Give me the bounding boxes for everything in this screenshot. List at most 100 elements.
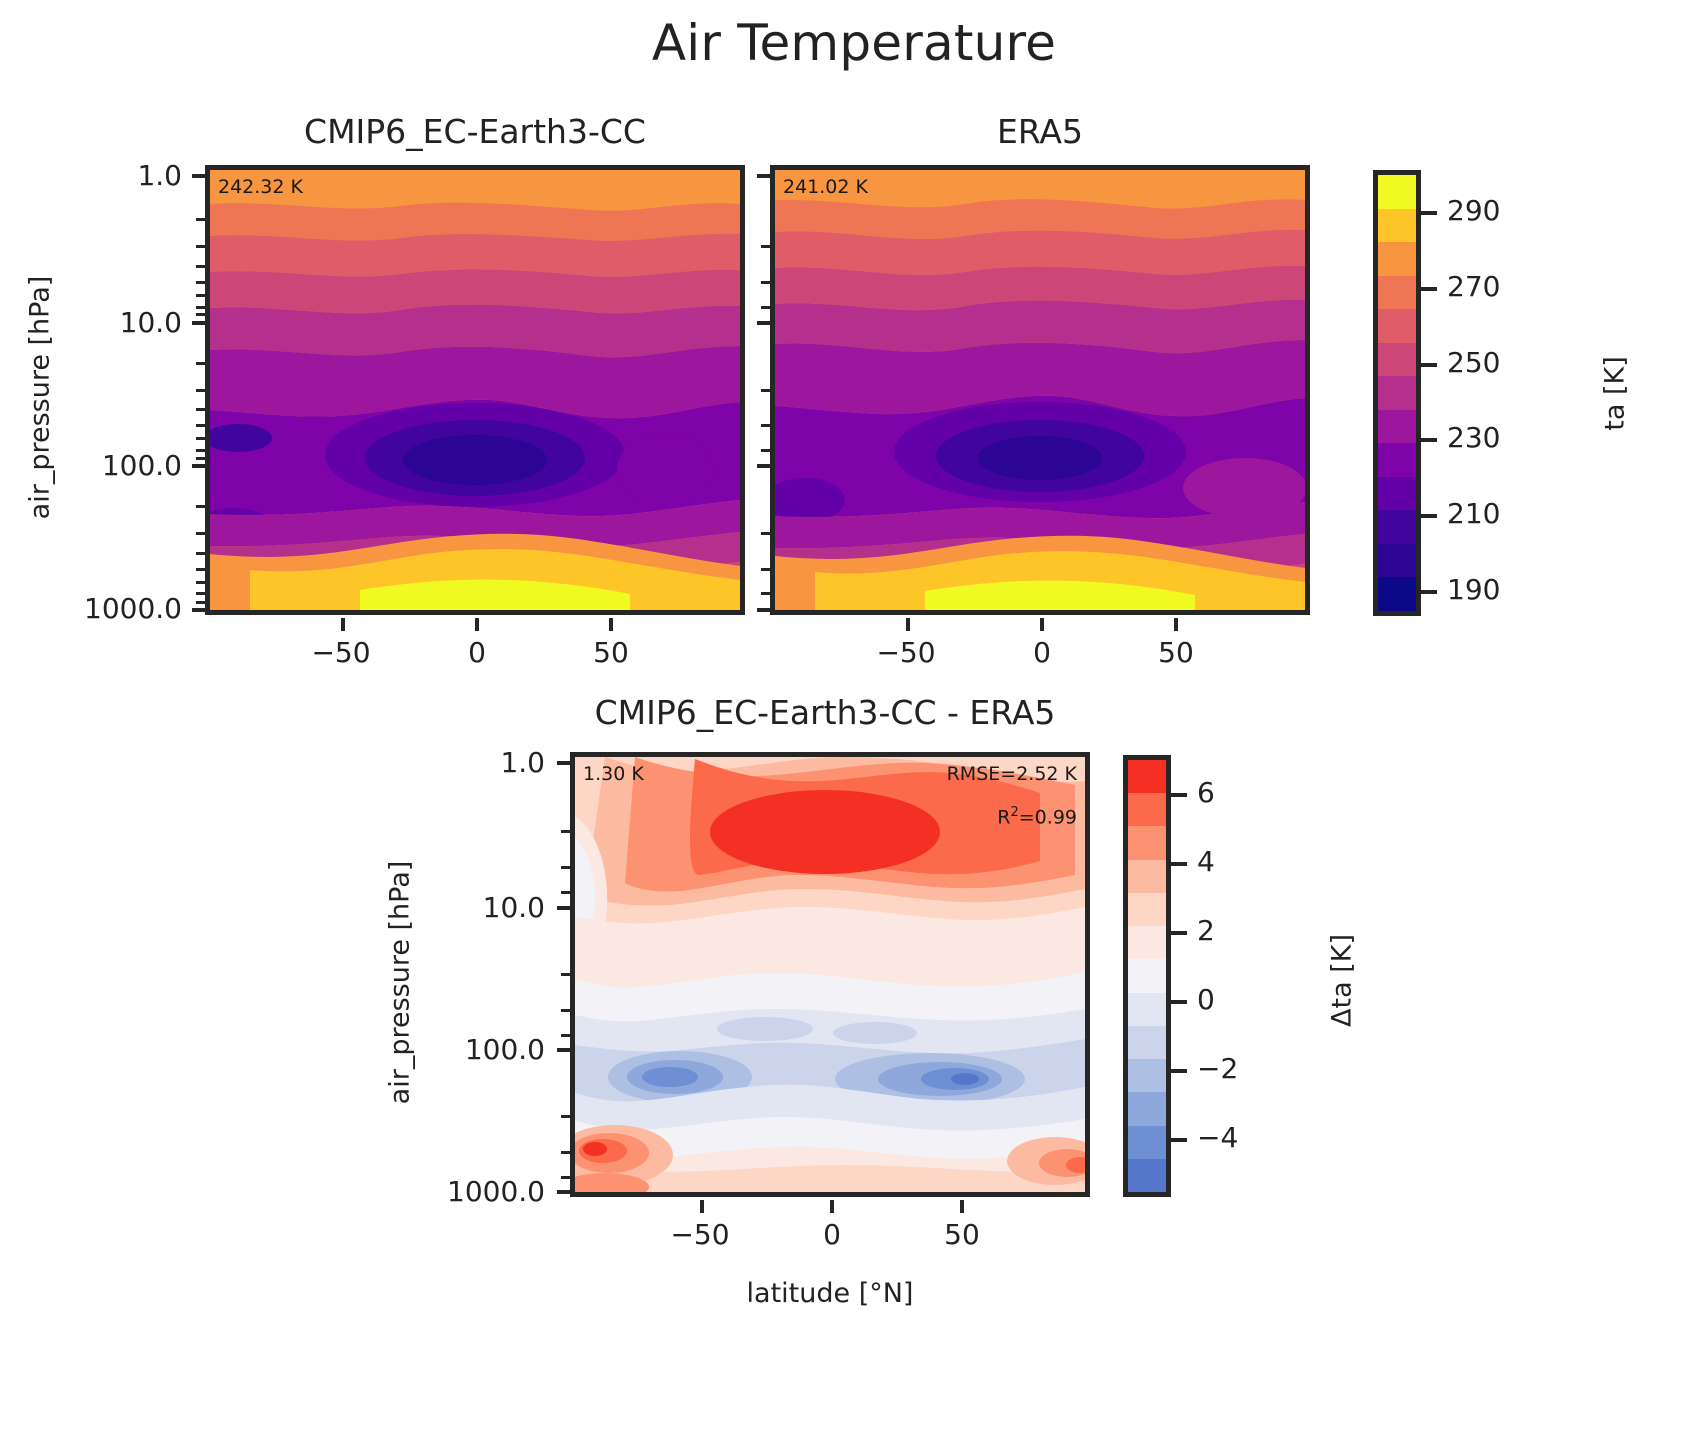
- xtick-major: [906, 618, 910, 631]
- ytick-label-model-1: 10.0: [119, 306, 182, 339]
- colorbar-tick: [1419, 210, 1437, 215]
- plot-panel-reference: 241.02 K: [770, 165, 1310, 615]
- panel-title-reference: ERA5: [996, 112, 1083, 151]
- ytick-minor: [561, 1034, 570, 1037]
- colorbar-tick: [1169, 1138, 1187, 1143]
- colorbar-tick-label: 210: [1447, 497, 1501, 531]
- xtick-label-reference-2: 50: [1158, 636, 1194, 669]
- contour-svg-model: [210, 170, 740, 610]
- xtick-major: [475, 618, 479, 631]
- xtick-label-diff-2: 50: [944, 1218, 980, 1251]
- ytick-major: [192, 174, 205, 178]
- contour-svg-difference: [575, 757, 1085, 1192]
- ytick-major: [557, 906, 570, 910]
- colorbar-tick: [1419, 362, 1437, 367]
- ytick-minor: [196, 424, 205, 427]
- ytick-minor: [196, 581, 205, 584]
- ytick-minor: [561, 1115, 570, 1118]
- colorbar-tick: [1419, 286, 1437, 291]
- colorbar-band: [1128, 1025, 1166, 1060]
- colorbar-band: [1128, 959, 1166, 993]
- colorbar-band: [1128, 1125, 1166, 1159]
- xtick-major: [960, 1200, 964, 1213]
- panel-title-difference: CMIP6_EC-Earth3-CC - ERA5: [594, 693, 1056, 732]
- colorbar-band: [1128, 1158, 1166, 1192]
- ytick-minor: [761, 281, 770, 284]
- colorbar-tick-label: −4: [1197, 1121, 1239, 1155]
- ytick-major: [557, 761, 570, 765]
- ytick-minor: [561, 830, 570, 833]
- colorbar-band: [1378, 275, 1416, 310]
- ytick-label-diff-3: 1000.0: [447, 1175, 545, 1208]
- colorbar-band: [1378, 242, 1416, 276]
- ytick-minor: [196, 306, 205, 309]
- xtick-label-diff-1: 0: [823, 1218, 841, 1251]
- colorbar-tick: [1169, 1069, 1187, 1074]
- ytick-minor: [196, 294, 205, 297]
- colorbar-band: [1378, 577, 1416, 611]
- xtick-label-reference-1: 0: [1033, 636, 1051, 669]
- colorbar-band: [1128, 793, 1166, 827]
- xtick-major: [341, 618, 345, 631]
- ytick-minor: [761, 389, 770, 392]
- contour-field-model: [210, 170, 740, 610]
- plot-panel-difference: 1.30 K RMSE=2.52 K R2=0.99: [570, 752, 1090, 1197]
- colorbar-main-label: ta [K]: [1599, 356, 1631, 431]
- ytick-minor: [196, 457, 205, 460]
- colorbar-band: [1128, 992, 1166, 1026]
- ytick-minor: [196, 313, 205, 316]
- colorbar-band: [1128, 926, 1166, 960]
- ytick-minor: [561, 973, 570, 976]
- colorbar-band: [1378, 476, 1416, 511]
- contour-svg-reference: [775, 170, 1305, 610]
- colorbar-band: [1378, 543, 1416, 578]
- panel-annotation-r2: R2=0.99: [997, 805, 1077, 828]
- colorbar-tick-label: 6: [1197, 775, 1215, 809]
- ytick-major: [757, 321, 770, 325]
- colorbar-main-bands: [1378, 175, 1416, 611]
- colorbar-band: [1378, 376, 1416, 410]
- colorbar-tick-label: 0: [1197, 982, 1215, 1016]
- ytick-minor: [196, 505, 205, 508]
- ytick-minor: [761, 449, 770, 452]
- colorbar-difference-bands: [1128, 760, 1166, 1192]
- yaxis-label-difference: air_pressure [hPa]: [384, 860, 416, 1105]
- ytick-minor: [761, 568, 770, 571]
- colorbar-difference: [1123, 755, 1171, 1197]
- xtick-label-model-0: −50: [311, 636, 371, 669]
- ytick-minor: [561, 1009, 570, 1012]
- ytick-major: [192, 608, 205, 612]
- ytick-minor: [561, 866, 570, 869]
- colorbar-tick-label: −2: [1197, 1052, 1239, 1086]
- ytick-major: [192, 321, 205, 325]
- ytick-minor: [761, 532, 770, 535]
- ytick-label-model-0: 1.0: [137, 159, 182, 192]
- figure-title: Air Temperature: [651, 14, 1057, 72]
- ytick-minor: [196, 245, 205, 248]
- panel-annotation-mean-reference: 241.02 K: [783, 176, 868, 198]
- colorbar-band: [1378, 443, 1416, 477]
- ytick-label-model-2: 100.0: [101, 449, 182, 482]
- ytick-minor: [196, 568, 205, 571]
- colorbar-tick: [1169, 792, 1187, 797]
- xaxis-label-difference: latitude [°N]: [746, 1278, 914, 1309]
- colorbar-tick-label: 270: [1447, 269, 1501, 303]
- ytick-minor: [761, 306, 770, 309]
- colorbar-tick: [1419, 514, 1437, 519]
- ytick-minor: [196, 592, 205, 595]
- colorbar-band: [1128, 826, 1166, 860]
- colorbar-band: [1128, 1092, 1166, 1126]
- colorbar-tick-label: 230: [1447, 421, 1501, 455]
- ytick-minor: [196, 389, 205, 392]
- ytick-minor: [561, 1151, 570, 1154]
- ytick-label-diff-2: 100.0: [464, 1033, 545, 1066]
- colorbar-band: [1128, 1059, 1166, 1093]
- plot-panel-model: 242.32 K: [205, 165, 745, 615]
- ytick-label-model-3: 1000.0: [84, 592, 182, 625]
- panel-annotation-rmse: RMSE=2.52 K: [946, 763, 1077, 785]
- ytick-minor: [761, 592, 770, 595]
- ytick-minor: [196, 449, 205, 452]
- ytick-minor: [196, 532, 205, 535]
- ytick-minor: [196, 601, 205, 604]
